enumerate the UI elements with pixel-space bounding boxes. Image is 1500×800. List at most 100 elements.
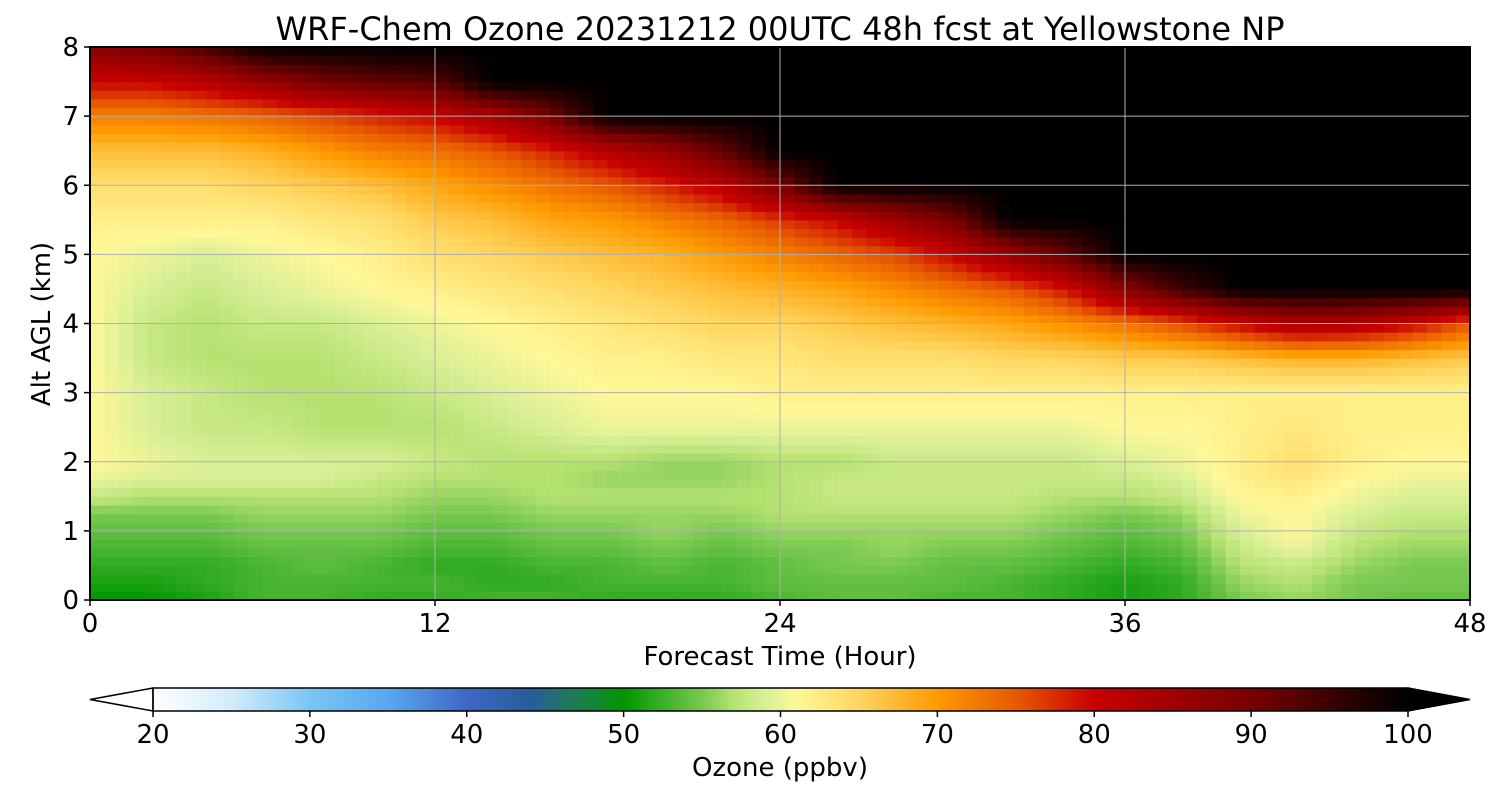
heatmap-cell [1196, 444, 1212, 454]
heatmap-cell [262, 522, 278, 532]
heatmap-cell [966, 245, 982, 255]
heatmap-cell [866, 167, 882, 178]
heatmap-cell [104, 427, 120, 437]
heatmap-cell [363, 306, 379, 316]
heatmap-cell [593, 565, 609, 575]
heatmap-cell [291, 574, 307, 584]
heatmap-cell [363, 340, 379, 351]
heatmap-cell [1010, 401, 1025, 411]
heatmap-cell [736, 202, 752, 212]
heatmap-cell [1010, 254, 1025, 264]
heatmap-cell [90, 211, 105, 221]
heatmap-cell [851, 245, 867, 255]
heatmap-cell [1369, 271, 1385, 281]
heatmap-cell [90, 349, 105, 359]
heatmap-cell [909, 237, 925, 247]
heatmap-cell [492, 565, 508, 575]
heatmap-cell [621, 383, 637, 394]
heatmap-cell [205, 574, 220, 584]
heatmap-cell [564, 427, 580, 437]
heatmap-cell [1081, 358, 1097, 368]
heatmap-cell [1053, 193, 1069, 204]
heatmap-cell [161, 470, 177, 480]
heatmap-cell [1254, 349, 1270, 359]
heatmap-cell [391, 271, 407, 281]
heatmap-cell [607, 548, 623, 558]
heatmap-cell [794, 401, 810, 411]
heatmap-cell [665, 288, 680, 299]
heatmap-cell [837, 288, 853, 299]
heatmap-cell [248, 202, 264, 212]
heatmap-cell [693, 565, 709, 575]
heatmap-cell [593, 306, 609, 316]
heatmap-cell [1153, 392, 1169, 402]
heatmap-cell [1311, 504, 1327, 515]
heatmap-cell [1182, 548, 1198, 558]
heatmap-cell [363, 228, 379, 238]
heatmap-cell [262, 314, 278, 325]
heatmap-cell [1441, 366, 1457, 376]
heatmap-cell [593, 185, 609, 195]
heatmap-cell [1067, 176, 1083, 186]
heatmap-cell [1139, 150, 1155, 160]
heatmap-cell [837, 254, 853, 264]
heatmap-cell [478, 401, 494, 411]
heatmap-cell [219, 582, 235, 592]
heatmap-cell [348, 314, 364, 325]
heatmap-cell [708, 159, 724, 169]
heatmap-cell [377, 444, 393, 454]
heatmap-cell [1355, 522, 1370, 532]
heatmap-cell [1038, 254, 1054, 264]
heatmap-cell [104, 556, 120, 567]
heatmap-cell [262, 358, 278, 368]
heatmap-cell [866, 288, 882, 299]
heatmap-cell [449, 591, 465, 600]
heatmap-cell [1168, 530, 1184, 541]
heatmap-cell [837, 522, 853, 532]
heatmap-cell [751, 574, 767, 584]
heatmap-cell [823, 461, 839, 471]
heatmap-cell [736, 332, 752, 342]
heatmap-cell [1168, 150, 1184, 160]
heatmap-cell [952, 211, 968, 221]
heatmap-cell [564, 461, 580, 471]
heatmap-cell [1254, 176, 1270, 186]
heatmap-cell [693, 211, 709, 221]
heatmap-cell [291, 185, 307, 195]
heatmap-cell [794, 392, 810, 402]
heatmap-cell [391, 487, 407, 497]
heatmap-cell [1168, 176, 1184, 186]
heatmap-cell [391, 219, 407, 230]
heatmap-cell [1369, 254, 1385, 264]
heatmap-cell [895, 530, 910, 541]
heatmap-cell [952, 297, 968, 307]
heatmap-cell [90, 565, 105, 575]
heatmap-cell [550, 254, 565, 264]
heatmap-cell [291, 297, 307, 307]
heatmap-cell [1211, 539, 1227, 549]
heatmap-cell [593, 271, 609, 281]
heatmap-cell [147, 513, 163, 523]
heatmap-cell [1038, 297, 1054, 307]
heatmap-cell [420, 461, 436, 471]
heatmap-cell [1153, 288, 1169, 299]
heatmap-cell [880, 409, 896, 420]
heatmap-cell [1455, 461, 1470, 471]
heatmap-cell [104, 271, 120, 281]
heatmap-cell [564, 435, 580, 446]
heatmap-cell [1268, 435, 1284, 446]
heatmap-cell [923, 150, 939, 160]
heatmap-cell [363, 185, 379, 195]
heatmap-cell [219, 487, 235, 497]
heatmap-cell [377, 237, 393, 247]
heatmap-cell [1340, 556, 1356, 567]
heatmap-cell [722, 202, 738, 212]
heatmap-cell [923, 409, 939, 420]
heatmap-cell [751, 556, 767, 567]
heatmap-cell [808, 496, 824, 506]
heatmap-cell [1153, 565, 1169, 575]
heatmap-cell [880, 332, 896, 342]
heatmap-cell [190, 392, 206, 402]
heatmap-cell [147, 193, 163, 204]
heatmap-cell [837, 530, 853, 541]
